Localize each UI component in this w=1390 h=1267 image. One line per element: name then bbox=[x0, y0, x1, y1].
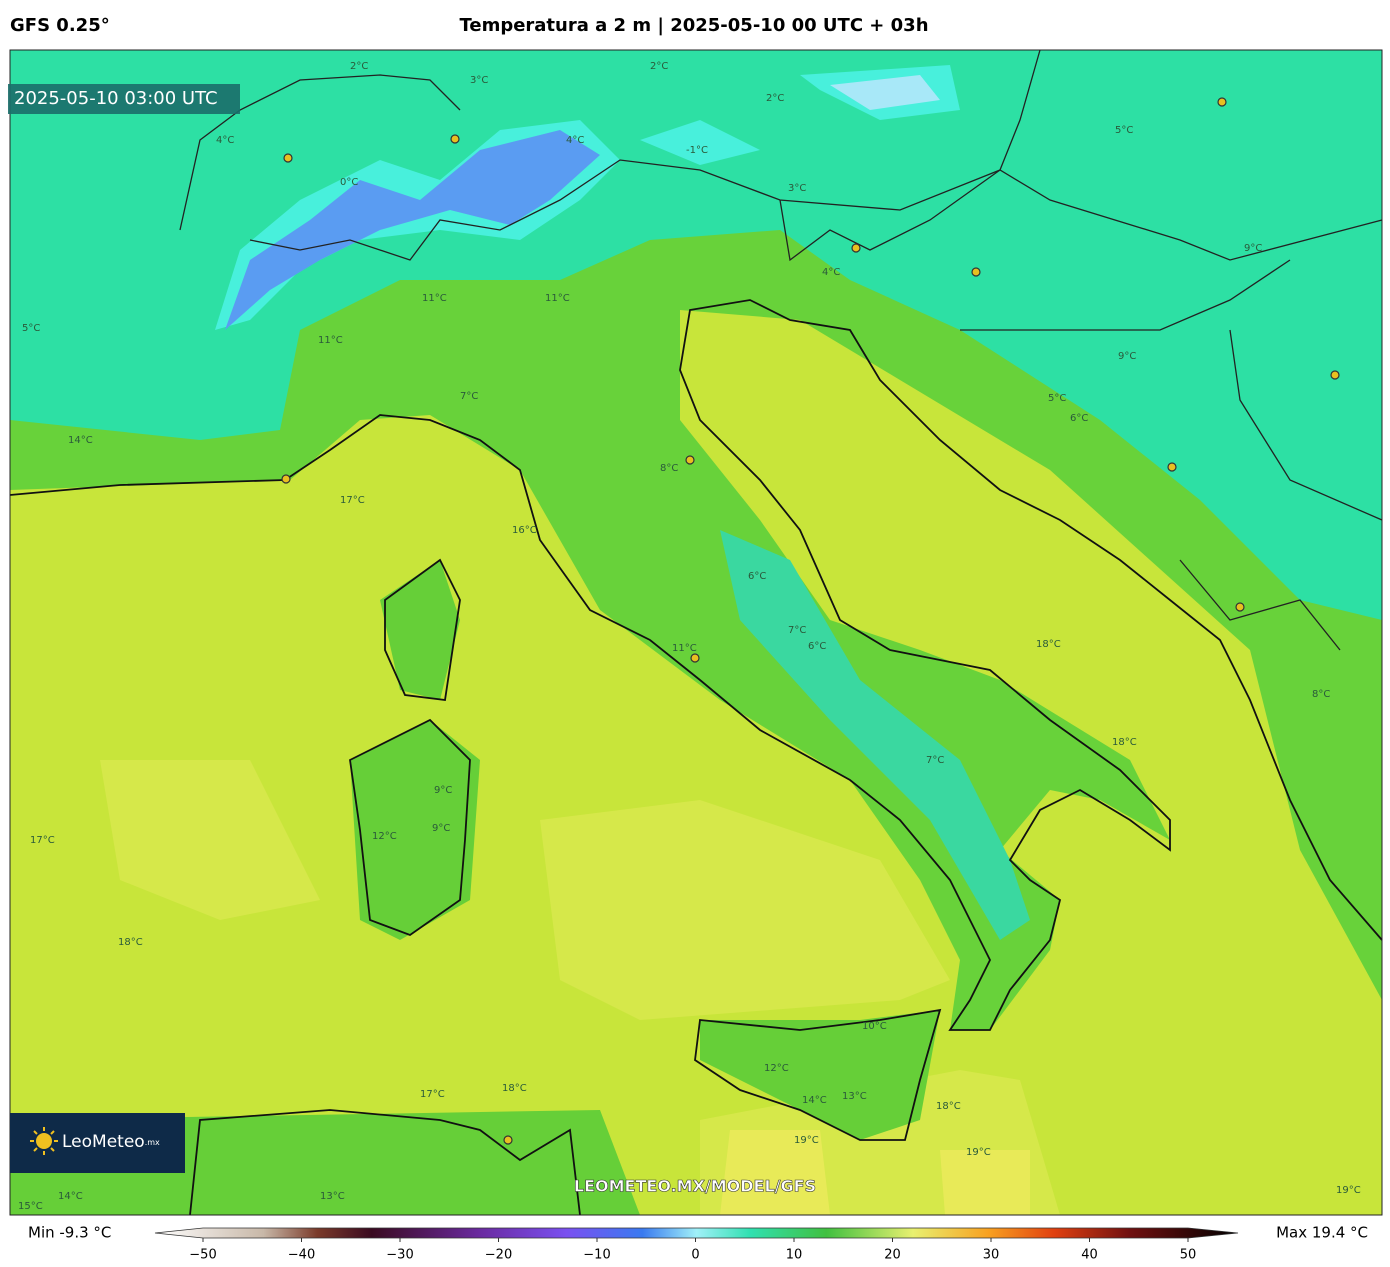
alps-cold bbox=[225, 130, 600, 330]
contour-label: 4°C bbox=[566, 135, 584, 146]
contour-label: 5°C bbox=[22, 323, 40, 334]
watermark: LEOMETEO.MX/MODEL/GFS bbox=[574, 1177, 816, 1196]
contour-label: -1°C bbox=[686, 145, 708, 156]
colorbar-tick-label: −20 bbox=[485, 1248, 512, 1263]
contour-label: 18°C bbox=[1112, 737, 1137, 748]
contour-label: 9°C bbox=[434, 785, 452, 796]
contour-label: 14°C bbox=[58, 1191, 83, 1202]
colorbar-tick-label: −10 bbox=[583, 1248, 610, 1263]
colorbar-tick-label: 10 bbox=[786, 1248, 803, 1263]
colorbar-tick-label: −50 bbox=[189, 1248, 216, 1263]
contour-label: 4°C bbox=[822, 267, 840, 278]
contour-label: 16°C bbox=[512, 525, 537, 536]
model-label: GFS 0.25° bbox=[10, 15, 110, 36]
island-green bbox=[10, 560, 940, 1215]
apennines bbox=[720, 530, 1030, 940]
colorbar-tick-label: 0 bbox=[691, 1248, 699, 1263]
contour-label: 14°C bbox=[802, 1095, 827, 1106]
contour-label: 13°C bbox=[320, 1191, 345, 1202]
colorbar-tick-label: 50 bbox=[1180, 1248, 1197, 1263]
contour-label: 18°C bbox=[936, 1101, 961, 1112]
max-label: Max 19.4 °C bbox=[1276, 1224, 1368, 1242]
min-label: Min -9.3 °C bbox=[28, 1224, 111, 1242]
contour-label: 7°C bbox=[926, 755, 944, 766]
colorbar-tick-label: 40 bbox=[1081, 1248, 1098, 1263]
contour-label: 18°C bbox=[118, 937, 143, 948]
contour-label: 5°C bbox=[1048, 393, 1066, 404]
timestamp: 2025-05-10 03:00 UTC bbox=[14, 88, 218, 109]
contour-labels: 2°C 3°C 2°C 0°C -1°C 2°C 4°C 4°C 5°C 3°C… bbox=[18, 61, 1361, 1212]
colorbar-tick-label: 30 bbox=[983, 1248, 1000, 1263]
colorbar: Min -9.3 °C Max 19.4 °C −50 −40 −30 −20 −10 0… bbox=[28, 1224, 1368, 1263]
logo-text: LeoMeteo.mx bbox=[62, 1132, 160, 1152]
contour-label: 15°C bbox=[18, 1201, 43, 1212]
logo-sun bbox=[30, 1127, 58, 1155]
contour-label: 7°C bbox=[788, 625, 806, 636]
alps-cold bbox=[830, 75, 940, 110]
colorbar-tick-label: −30 bbox=[386, 1248, 413, 1263]
timestamp-box bbox=[8, 84, 240, 114]
warm-sea bbox=[720, 1130, 1030, 1215]
contour-label: 19°C bbox=[794, 1135, 819, 1146]
contour-label: 18°C bbox=[1036, 639, 1061, 650]
contour-label: 2°C bbox=[766, 93, 784, 104]
contour-label: 3°C bbox=[470, 75, 488, 86]
colorbar-ramp bbox=[154, 1227, 1239, 1239]
contour-label: 11°C bbox=[672, 643, 697, 654]
borders bbox=[179, 49, 1383, 651]
contour-label: 17°C bbox=[30, 835, 55, 846]
logo-suffix: .mx bbox=[145, 1138, 160, 1147]
city-markers bbox=[281, 97, 1340, 1145]
contour-label: 19°C bbox=[1336, 1185, 1361, 1196]
contour-label: 3°C bbox=[788, 183, 806, 194]
contour-label: 9°C bbox=[1118, 351, 1136, 362]
colorbar-tick-label: −40 bbox=[288, 1248, 315, 1263]
contour-label: 11°C bbox=[422, 293, 447, 304]
colorbar-tick-label: 20 bbox=[884, 1248, 901, 1263]
contour-label: 12°C bbox=[764, 1063, 789, 1074]
logo-name: LeoMeteo bbox=[62, 1132, 145, 1152]
contour-label: 9°C bbox=[432, 823, 450, 834]
contour-label: 7°C bbox=[460, 391, 478, 402]
contour-label: 17°C bbox=[340, 495, 365, 506]
contour-label: 6°C bbox=[748, 571, 766, 582]
contour-label: 0°C bbox=[340, 177, 358, 188]
map-frame bbox=[9, 49, 1383, 1216]
map-title: Temperatura a 2 m | 2025-05-10 00 UTC + … bbox=[459, 15, 928, 36]
contour-label: 8°C bbox=[660, 463, 678, 474]
contour-label: 18°C bbox=[502, 1083, 527, 1094]
contour-label: 14°C bbox=[68, 435, 93, 446]
contour-label: 13°C bbox=[842, 1091, 867, 1102]
contour-label: 2°C bbox=[350, 61, 368, 72]
contour-label: 10°C bbox=[862, 1021, 887, 1032]
contour-label: 6°C bbox=[1070, 413, 1088, 424]
contour-label: 12°C bbox=[372, 831, 397, 842]
contour-label: 5°C bbox=[1115, 125, 1133, 136]
contour-label: 4°C bbox=[216, 135, 234, 146]
contour-label: 11°C bbox=[545, 293, 570, 304]
map: 2°C 3°C 2°C 0°C -1°C 2°C 4°C 4°C 5°C 3°C… bbox=[8, 49, 1383, 1216]
contour-label: 19°C bbox=[966, 1147, 991, 1158]
coastline bbox=[9, 299, 1383, 1216]
contour-label: 11°C bbox=[318, 335, 343, 346]
contour-label: 17°C bbox=[420, 1089, 445, 1100]
contour-label: 2°C bbox=[650, 61, 668, 72]
contour-label: 9°C bbox=[1244, 243, 1262, 254]
contour-label: 8°C bbox=[1312, 689, 1330, 700]
contour-label: 6°C bbox=[808, 641, 826, 652]
